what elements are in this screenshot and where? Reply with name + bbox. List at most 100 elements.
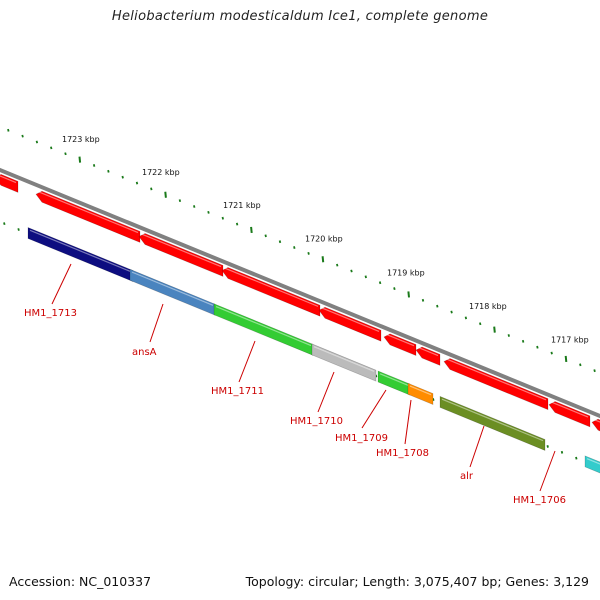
gene-leader-line	[361, 389, 387, 429]
scale-tick	[378, 281, 382, 285]
forward-gene	[415, 346, 441, 366]
reverse-gene	[439, 395, 546, 451]
forward-gene-highlight	[385, 333, 415, 347]
reverse-gene	[27, 227, 134, 282]
forward-gene-highlight	[320, 307, 380, 332]
scale-label: 1721 kbp	[223, 201, 261, 210]
gene-leader-line	[404, 399, 412, 445]
forward-gene-highlight	[417, 346, 439, 357]
forward-gene-highlight	[140, 233, 222, 268]
gene-leader-line	[51, 263, 72, 305]
forward-gene-highlight	[593, 418, 600, 423]
forward-gene	[548, 401, 591, 428]
scale-tick	[407, 291, 410, 298]
gene-leader-line	[469, 425, 485, 468]
gene-label: HM1_1708	[376, 448, 429, 459]
reverse-gene	[407, 382, 434, 405]
scale-tick	[364, 275, 367, 279]
scale-tick	[7, 128, 10, 132]
scale-tick	[479, 322, 482, 326]
scale-tick	[493, 326, 496, 333]
gene-leader-line	[539, 450, 556, 492]
scale-tick	[21, 134, 24, 138]
forward-gene	[0, 174, 19, 193]
scale-tick	[336, 263, 339, 267]
scale-label: 1718 kbp	[469, 302, 507, 311]
gene-leader-line	[317, 371, 335, 413]
forward-gene-highlight	[223, 267, 319, 307]
forward-gene	[591, 418, 600, 432]
reverse-gene-highlight	[441, 398, 544, 442]
scale-tick	[64, 152, 67, 156]
reverse-gene	[584, 455, 600, 474]
scale-tick	[150, 187, 153, 191]
scale-tick	[579, 363, 582, 367]
scale-tick	[350, 269, 353, 273]
scale-tick	[464, 316, 468, 320]
accession-label: Accession: NC_010337	[9, 574, 152, 589]
scale-tick	[107, 169, 110, 173]
scale-tick	[450, 310, 453, 314]
scale-tick	[164, 191, 167, 198]
scale-tick	[221, 216, 224, 220]
scale-tick	[121, 175, 124, 179]
gene-label: alr	[460, 471, 474, 482]
scale-tick	[550, 351, 553, 355]
forward-gene	[221, 267, 321, 317]
reverse-gene	[129, 268, 216, 316]
inner-scale-tick	[3, 222, 6, 226]
forward-gene	[443, 358, 549, 411]
reverse-gene-highlight	[313, 346, 375, 372]
scale-tick	[278, 240, 282, 244]
scale-tick	[321, 256, 325, 263]
scale-tick	[507, 334, 510, 337]
gene-label: HM1_1711	[211, 386, 264, 397]
gene-label: HM1_1710	[290, 416, 343, 427]
scale-tick	[92, 164, 96, 167]
gene-label: ansA	[132, 347, 157, 358]
forward-gene-highlight	[550, 401, 589, 418]
forward-gene	[35, 190, 141, 243]
inner-scale-tick	[560, 450, 564, 454]
reverse-gene-highlight	[586, 458, 600, 465]
scale-tick	[307, 251, 310, 255]
scale-label: 1722 kbp	[142, 168, 180, 177]
scale-tick	[193, 205, 196, 208]
scale-tick	[78, 156, 82, 163]
scale-tick	[393, 287, 396, 290]
scale-tick	[135, 181, 139, 185]
forward-gene-highlight	[445, 358, 547, 401]
scale-tick	[250, 226, 253, 234]
genome-backbone	[0, 167, 600, 419]
scale-tick	[436, 304, 439, 308]
scale-tick	[421, 298, 425, 302]
scale-label: 1720 kbp	[305, 235, 343, 244]
gene-leader-line	[238, 340, 256, 383]
scale-label: 1717 kbp	[551, 335, 589, 344]
scale-tick	[178, 199, 182, 203]
scale-tick	[536, 345, 539, 349]
forward-gene	[138, 233, 224, 277]
forward-gene	[318, 306, 382, 342]
scale-tick	[50, 146, 53, 150]
reverse-gene-highlight	[409, 385, 432, 396]
gene-leader-line	[149, 303, 164, 343]
inner-scale-tick	[546, 445, 549, 448]
forward-gene-highlight	[37, 191, 139, 234]
scale-tick	[293, 246, 296, 249]
scale-tick	[264, 234, 267, 238]
forward-gene	[383, 333, 417, 357]
gene-label: HM1_1706	[513, 495, 566, 506]
gene-label: HM1_1713	[24, 308, 77, 319]
inner-scale-tick	[432, 398, 435, 401]
reverse-gene-highlight	[29, 229, 132, 273]
scale-label: 1719 kbp	[387, 268, 425, 277]
gene-label: HM1_1709	[335, 433, 388, 444]
scale-tick	[235, 222, 239, 226]
map-title: Heliobacterium modesticaldum Ice1, compl…	[111, 9, 489, 24]
reverse-gene-highlight	[131, 271, 214, 306]
scale-label: 1723 kbp	[62, 135, 100, 144]
reverse-gene	[377, 370, 411, 396]
scale-tick	[207, 210, 210, 214]
